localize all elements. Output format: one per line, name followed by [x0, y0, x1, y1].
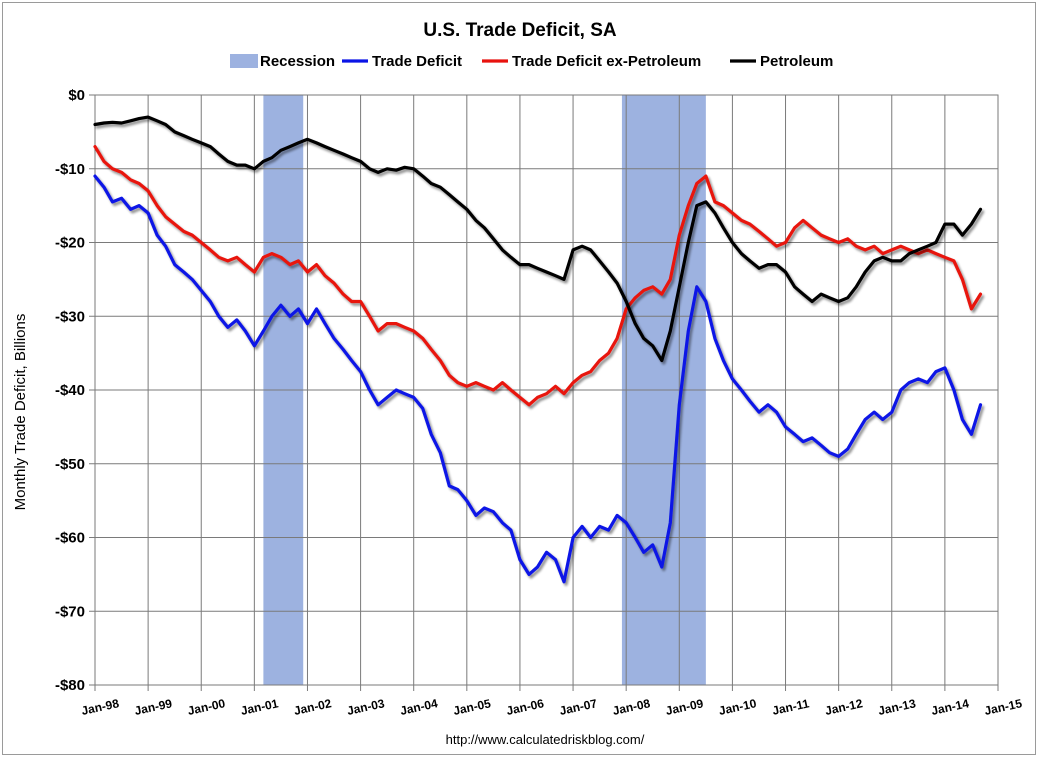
legend-label: Trade Deficit [372, 53, 462, 70]
x-tick-label: Jan-03 [346, 696, 386, 718]
y-tick-label: -$80 [55, 677, 85, 694]
x-tick-label: Jan-08 [611, 696, 651, 718]
legend: Recession Trade Deficit Trade Deficit ex-P… [230, 53, 833, 70]
series-line-petroleum [93, 115, 983, 363]
x-axis: Jan-98 Jan-99 Jan-00 Jan-01 Jan-02 Jan-03 Jan-… [80, 685, 1024, 718]
y-tick-label: -$10 [55, 161, 85, 178]
y-tick-label: -$60 [55, 530, 85, 547]
x-tick-label: Jan-07 [558, 696, 598, 718]
legend-item-trade-deficit-ex-petroleum: Trade Deficit ex-Petroleum [482, 53, 701, 70]
y-tick-label: -$50 [55, 456, 85, 473]
y-tick-label: -$20 [55, 235, 85, 252]
x-tick-label: Jan-11 [771, 696, 811, 718]
x-tick-label: Jan-15 [983, 696, 1023, 718]
gridlines [95, 95, 998, 685]
legend-label: Petroleum [760, 53, 833, 70]
x-tick-label: Jan-02 [293, 696, 333, 718]
y-axis: $0 -$10 -$20 -$30 -$40 -$50 -$60 -$70 -$80 [55, 87, 95, 694]
y-axis-label: Monthly Trade Deficit, Billions [12, 314, 29, 511]
series-line-trade-deficit [93, 174, 983, 584]
x-tick-label: Jan-13 [877, 696, 917, 718]
x-tick-label: Jan-04 [399, 696, 439, 718]
legend-item-trade-deficit: Trade Deficit [342, 53, 462, 70]
y-tick-label: -$30 [55, 308, 85, 325]
legend-swatch [230, 54, 258, 68]
x-tick-label: Jan-00 [186, 696, 226, 718]
series-line-trade-deficit-ex-petroleum [93, 145, 983, 407]
x-tick-label: Jan-10 [718, 696, 758, 718]
chart-title: U.S. Trade Deficit, SA [423, 20, 616, 41]
x-tick-label: Jan-99 [133, 696, 173, 718]
x-tick-label: Jan-14 [930, 696, 970, 718]
x-tick-label: Jan-05 [452, 696, 492, 718]
legend-label: Recession [260, 53, 335, 70]
x-tick-label: Jan-06 [505, 696, 545, 718]
x-tick-label: Jan-09 [664, 696, 704, 718]
source-url: http://www.calculatedriskblog.com/ [446, 732, 645, 747]
legend-label: Trade Deficit ex-Petroleum [512, 53, 701, 70]
legend-item-recession: Recession [230, 53, 335, 70]
series-lines [93, 115, 983, 584]
legend-item-petroleum: Petroleum [730, 53, 833, 70]
y-tick-label: $0 [68, 87, 85, 104]
y-tick-label: -$40 [55, 382, 85, 399]
y-tick-label: -$70 [55, 603, 85, 620]
x-tick-label: Jan-12 [824, 696, 864, 718]
x-tick-label: Jan-98 [80, 696, 120, 718]
x-tick-label: Jan-01 [239, 696, 279, 718]
